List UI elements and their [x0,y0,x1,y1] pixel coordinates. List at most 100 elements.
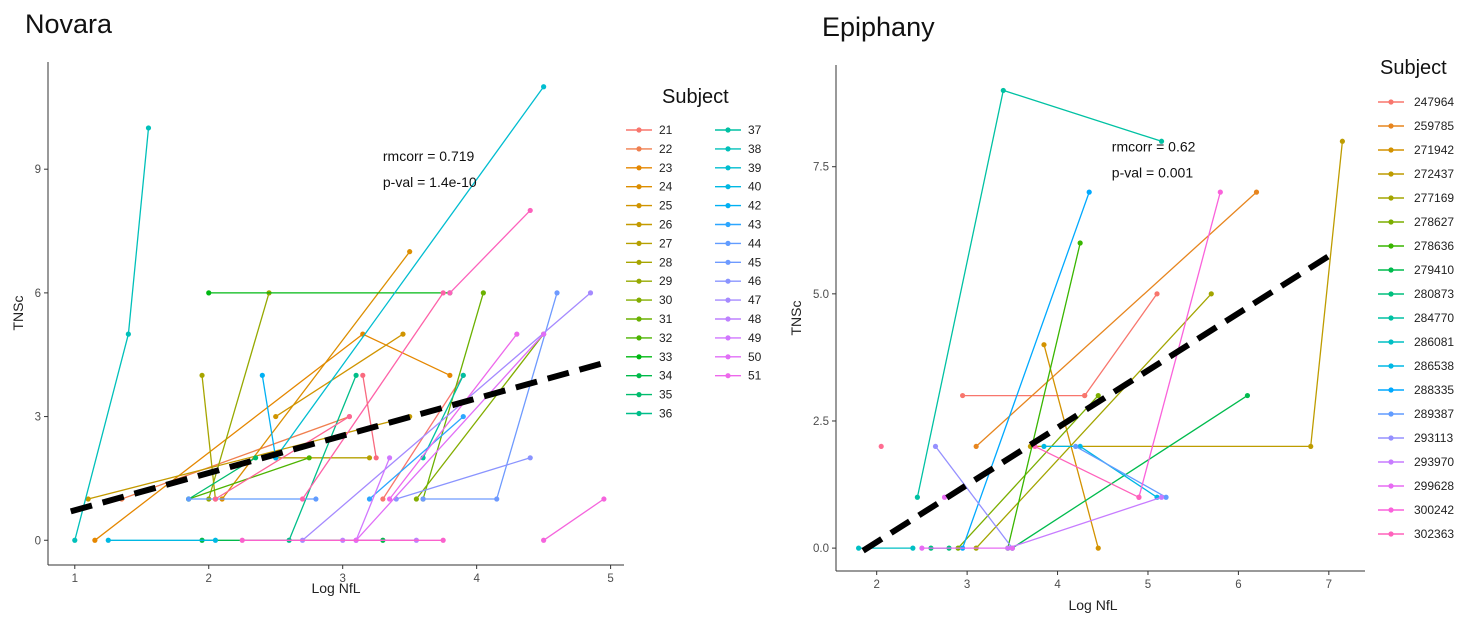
novara-legend-dot [636,259,642,265]
novara-legend-item: 29 [626,274,673,288]
epiphany-legend-item: 280873 [1378,287,1454,301]
novara-legend-dot [636,240,642,246]
novara-data-point [206,290,212,296]
novara-data-point [447,372,453,378]
novara-series-line [543,498,605,541]
novara-data-point [313,496,319,502]
novara-series-line [355,457,391,541]
novara-legend-label: 25 [659,199,673,213]
novara-data-point [587,290,594,296]
novara-series-line [261,375,277,458]
epiphany-series-line [975,191,1257,447]
novara-series-51 [386,331,520,502]
epiphany-data-point [1208,291,1214,297]
novara-data-point [527,207,533,214]
novara-data-point [366,496,373,502]
novara-data-point [413,496,419,502]
novara-data-point [380,496,386,502]
novara-legend-dot [725,316,731,322]
novara-data-point [460,372,466,378]
epiphany-series-extra-19 [878,443,884,450]
novara-ticks: 1 2 3 4 5 0 3 6 9 [35,164,614,585]
novara-data-point [346,413,352,420]
epiphany-data-point [932,443,939,450]
novara-legend-label: 21 [659,123,673,137]
novara-data-point [239,537,245,543]
novara-legend-dot [636,373,642,379]
novara-legend-item: 42 [715,199,762,213]
novara-y-tick-label: 9 [35,164,41,176]
epiphany-data-point [1000,87,1006,94]
novara-legend-item: 48 [715,312,762,326]
novara-legend-label: 38 [748,142,762,156]
novara-series-40 [105,537,219,543]
novara-legend-dot [725,354,731,360]
epiphany-series-line [1044,445,1158,498]
epiphany-series [856,87,1345,551]
epiphany-y-tick-label: 5.0 [813,289,829,301]
epiphany-data-point [919,545,925,551]
epiphany-legend-dot [1388,435,1394,441]
novara-series-line [362,375,377,458]
novara-legend-item: 38 [715,142,762,156]
novara-legend-label: 28 [659,255,673,269]
epiphany-legend-label: 272437 [1414,167,1454,181]
epiphany-legend-dot [1388,243,1394,249]
novara-legend-label: 46 [748,274,762,288]
novara-x-tick-label: 5 [607,573,613,585]
novara-legend-label: 37 [748,123,762,137]
novara-plot-area: 1 2 3 4 5 0 3 6 9 rmcorr = 0.719 p-val = 1.4e-10 [35,62,624,585]
novara-x-label: Log NfL [311,580,360,596]
epiphany-series-299628 [919,545,1015,551]
epiphany-legend-dot [1388,267,1394,273]
epiphany-legend-dot [1388,195,1394,201]
novara-data-point [480,290,486,296]
novara-legend-item: 30 [626,293,673,307]
epiphany-legend-dot [1388,171,1394,177]
epiphany-legend: 247964 259785 271942 272437 277169 278627 2786… [1378,95,1454,541]
novara-series-line [449,209,531,294]
epiphany-legend-dot [1388,507,1394,513]
epiphany-x-tick-label: 2 [873,579,879,591]
novara-series-line [355,333,545,541]
epiphany-series-300242 [1136,189,1223,500]
epiphany-legend-dot [1388,531,1394,537]
novara-legend-dot [636,146,642,152]
epiphany-legend-dot [1388,291,1394,297]
epiphany-y-tick-label: 7.5 [813,162,829,174]
epiphany-series-line [961,191,1090,549]
novara-legend-dot [636,392,642,398]
epiphany-legend-item: 247964 [1378,95,1454,109]
novara-legend-label: 43 [748,218,762,232]
epiphany-series-line [1084,293,1158,396]
novara-data-point [420,496,426,502]
novara-legend-dot [725,184,731,190]
epiphany-series-line [934,446,1013,549]
novara-series-line [415,333,545,500]
novara-data-point [601,496,607,502]
novara-legend-item: 31 [626,312,673,326]
epiphany-data-point [1136,494,1142,500]
novara-data-point [400,331,406,337]
novara-legend-item: 35 [626,388,673,402]
novara-x-tick-label: 4 [473,573,480,585]
novara-legend-item: 28 [626,255,673,269]
novara-series-line [121,415,350,500]
novara-legend-dot [636,316,642,322]
epiphany-legend-label: 279410 [1414,263,1454,277]
novara-series-extra-35 [360,372,379,461]
novara-series-line [369,416,464,500]
novara-data-point [541,331,547,337]
epiphany-data-point [1154,291,1160,297]
epiphany-series-line [1011,395,1248,549]
novara-data-point [273,413,279,420]
novara-trend-line [69,360,605,515]
epiphany-series-288335 [959,189,1092,551]
epiphany-legend-item: 286081 [1378,335,1454,349]
novara-data-point [386,455,393,461]
novara-series-line [422,375,464,459]
novara-legend-label: 44 [748,236,762,250]
novara-y-label: TNSc [10,296,26,331]
novara-legend: 21 22 23 24 25 26 27 28 29 30 31 32 33 34 35 36 37 38 39 40… [626,123,762,421]
epiphany-legend-dot [1388,411,1394,417]
